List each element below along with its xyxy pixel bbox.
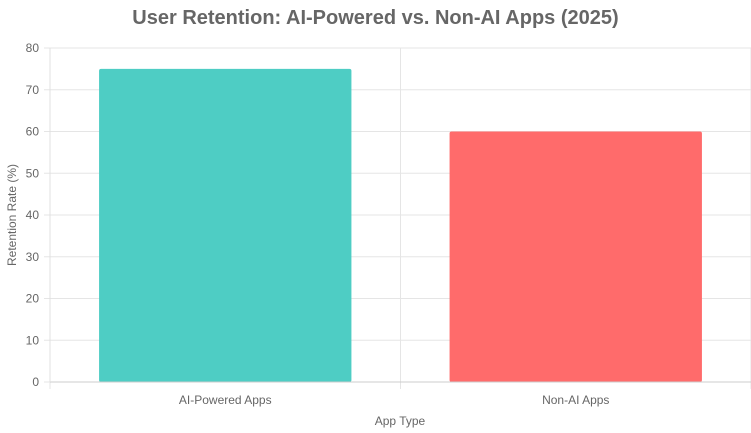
bars [99, 68, 702, 382]
x-tick-label: Non-AI Apps [542, 393, 609, 407]
y-tick-label: 30 [26, 250, 40, 264]
y-tick-label: 60 [26, 125, 40, 139]
bar-ai-powered-apps [99, 68, 352, 382]
y-tick-label: 40 [26, 208, 40, 222]
y-tick-label: 50 [26, 166, 40, 180]
y-tick-label: 80 [26, 41, 40, 55]
axes: 0 10 20 30 40 50 60 70 80 AI-Powered Apps Non-AI A… [26, 41, 751, 407]
y-tick-label: 0 [32, 375, 39, 389]
y-tick-label: 10 [26, 333, 40, 347]
bar-non-ai-apps [449, 131, 702, 382]
chart-title: User Retention: AI-Powered vs. Non-AI Ap… [132, 7, 618, 29]
x-tick-label: AI-Powered Apps [179, 393, 272, 407]
y-tick-label: 20 [26, 292, 40, 306]
x-axis-label: App Type [375, 414, 426, 428]
y-axis-label: Retention Rate (%) [5, 164, 19, 266]
y-tick-label: 70 [26, 83, 40, 97]
